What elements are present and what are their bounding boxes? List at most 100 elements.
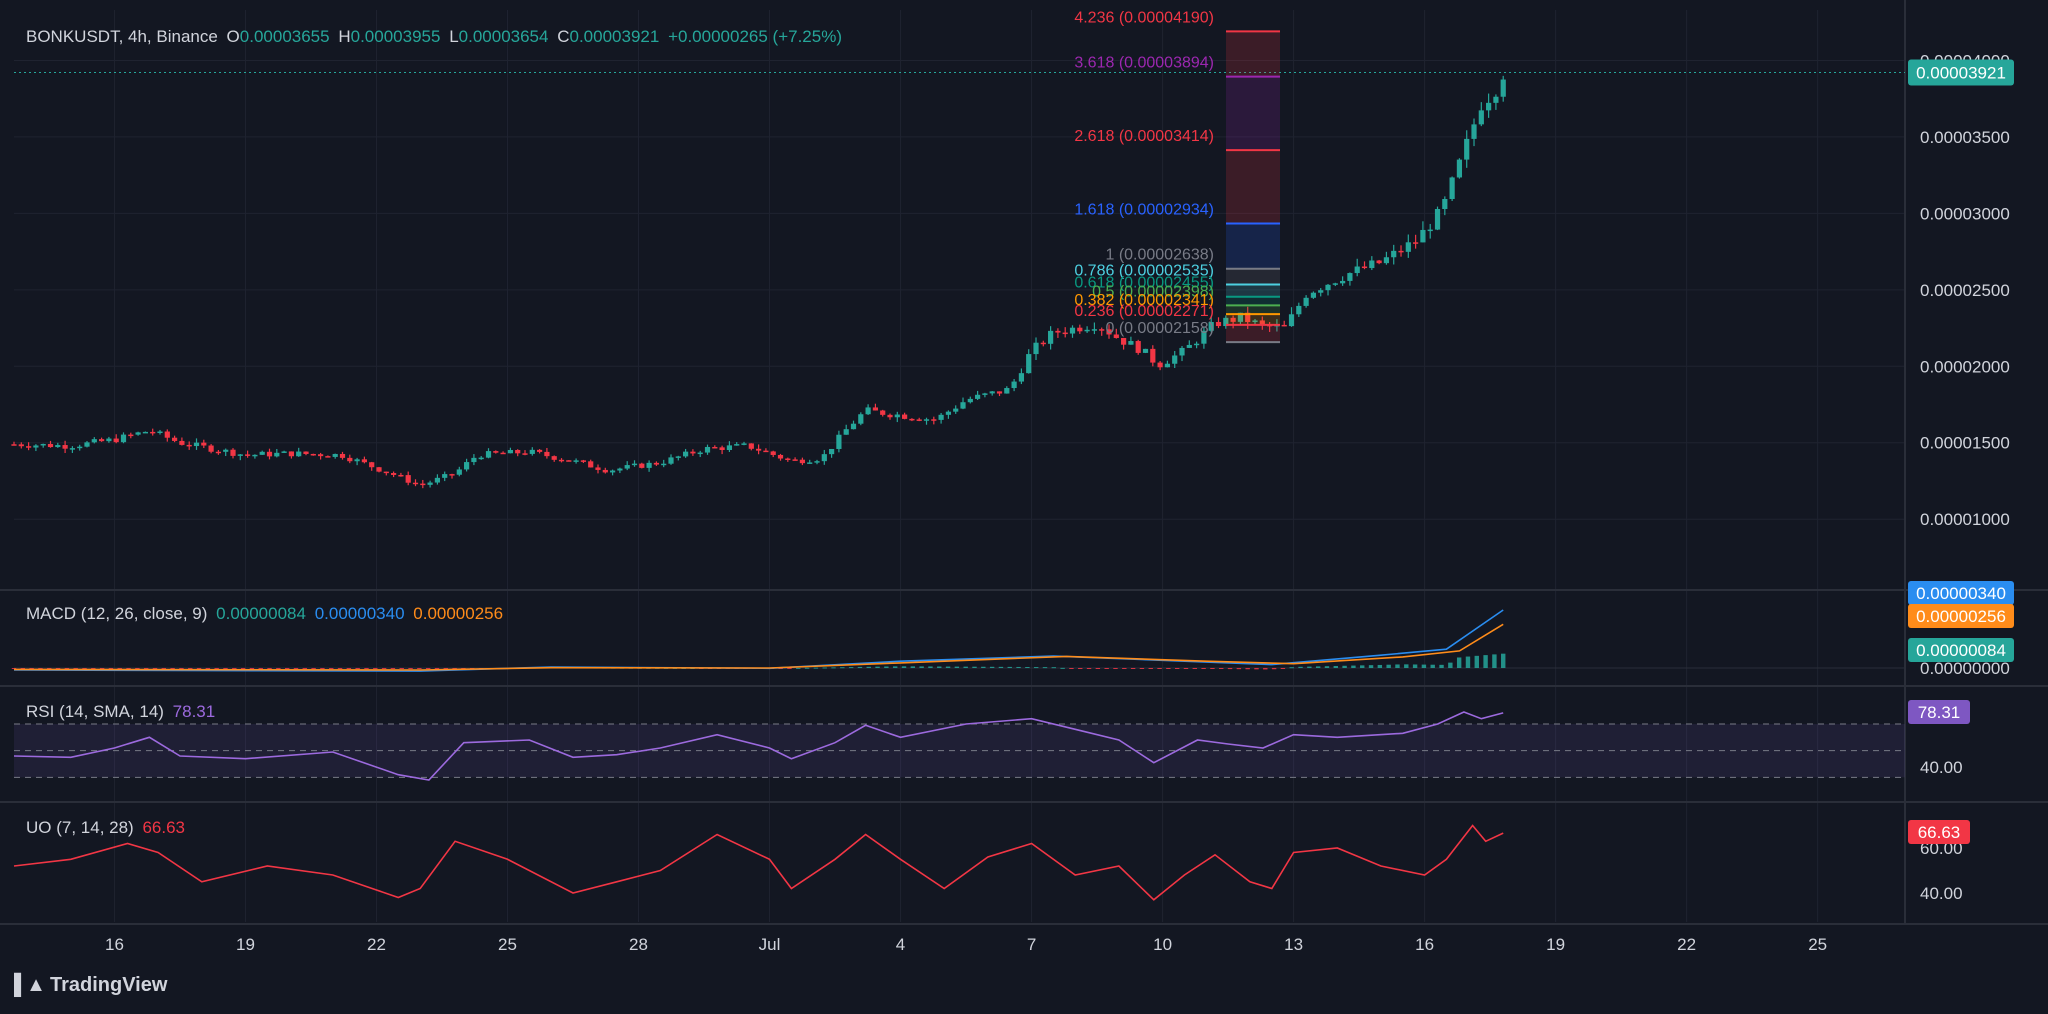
candle-body <box>186 444 192 447</box>
macd-histogram-bar <box>1289 667 1294 669</box>
candle-body <box>617 468 623 471</box>
candle-body <box>1288 314 1295 327</box>
candle-body <box>909 418 915 421</box>
macd-histogram-bar <box>1245 668 1250 670</box>
macd-histogram-bar <box>284 668 290 669</box>
macd-histogram-bar <box>408 668 413 670</box>
macd-histogram-bar <box>1263 668 1268 670</box>
candle-body <box>653 462 660 465</box>
candle-body <box>945 411 952 415</box>
candle-body <box>434 477 441 483</box>
candle-body <box>18 444 24 447</box>
candle-body <box>1500 79 1506 97</box>
high-value: 0.00003955 <box>350 27 441 46</box>
candle-body <box>391 473 397 475</box>
candle-body <box>1157 362 1163 368</box>
macd-histogram-bar <box>425 668 431 669</box>
candle-body <box>1223 317 1229 327</box>
macd-histogram-bar <box>258 668 263 669</box>
candle-body <box>668 457 674 464</box>
candle-body <box>704 446 711 453</box>
macd-histogram-bar <box>875 666 880 668</box>
macd-histogram-bar <box>320 668 325 669</box>
macd-histogram-bar <box>1086 668 1092 669</box>
fib-level-label: 0.236 (0.00002271) <box>1074 303 1214 320</box>
macd-histogram-bar <box>937 666 942 668</box>
rsi-value: 78.31 <box>172 702 216 721</box>
macd-histogram-bar <box>866 666 871 668</box>
macd-badge <box>1908 581 2014 605</box>
close-label: C <box>557 27 570 46</box>
high-label: H <box>338 27 351 46</box>
candle-body <box>850 423 857 430</box>
candle-body <box>1354 266 1360 274</box>
close-value: 0.00003921 <box>569 27 660 46</box>
candle-body <box>1113 334 1119 338</box>
fib-level-label: 0.786 (0.00002535) <box>1074 262 1214 279</box>
macd-histogram-bar <box>302 668 307 669</box>
macd-histogram-bar <box>1104 668 1109 669</box>
macd-signal-line <box>13 623 1504 671</box>
candle-body <box>1325 284 1331 291</box>
fib-zone <box>1226 268 1280 285</box>
macd-histogram-bar <box>1377 664 1383 668</box>
candle-body <box>1179 347 1185 356</box>
candle-body <box>288 451 295 457</box>
candle-body <box>1369 260 1375 269</box>
candle-body <box>1245 312 1251 323</box>
candle-body <box>1048 330 1054 344</box>
candle-body <box>1084 329 1090 332</box>
macd-histogram-bar <box>1033 667 1039 669</box>
uo-line <box>13 824 1504 901</box>
candle-body <box>551 456 557 460</box>
macd-histogram-bar <box>1360 665 1365 668</box>
candle-body <box>916 419 922 421</box>
macd-histogram-bar <box>1148 668 1153 669</box>
candle-body <box>201 442 207 446</box>
uo-label[interactable]: UO (7, 14, 28) <box>26 818 134 837</box>
symbol-title[interactable]: BONKUSDT, 4h, Binance <box>26 27 218 46</box>
macd-histogram-bar <box>1210 668 1215 669</box>
candle-body <box>354 459 360 462</box>
tradingview-logo[interactable]: ▌▲ TradingView <box>14 974 167 997</box>
candle-body <box>1405 242 1411 252</box>
fib-level-label: 0.618 (0.00002455) <box>1074 275 1214 292</box>
x-tick-label: 16 <box>1415 935 1434 954</box>
fib-level-label: 2.618 (0.00003414) <box>1074 128 1214 145</box>
candle-body <box>902 414 908 419</box>
macd-histogram-bar <box>135 668 140 669</box>
macd-histogram-bar <box>223 668 228 669</box>
macd-histogram-bar <box>1456 657 1462 668</box>
candle-body <box>960 402 966 409</box>
candle-body <box>1091 329 1098 331</box>
price-tick-label: 0.00002000 <box>1920 357 2010 376</box>
symbol-legend: BONKUSDT, 4h, Binance O0.00003655 H0.000… <box>26 27 846 47</box>
candle-body <box>303 451 309 454</box>
candle-body <box>449 474 455 476</box>
candle-body <box>347 457 353 462</box>
candle-body <box>865 407 871 415</box>
macd-badge-text: 0.00000256 <box>1916 607 2006 626</box>
candle-body <box>252 454 258 457</box>
candle-body <box>500 452 506 455</box>
candle-body <box>646 462 652 468</box>
macd-histogram-bar <box>381 668 387 669</box>
macd-histogram-bar <box>981 666 986 668</box>
candle-body <box>478 457 484 460</box>
macd-histogram-bar <box>1236 668 1242 670</box>
candle-body <box>1215 322 1222 327</box>
macd-histogram-bar <box>249 668 255 669</box>
macd-histogram-bar <box>804 667 810 669</box>
macd-label[interactable]: MACD (12, 26, close, 9) <box>26 604 208 623</box>
candle-body <box>1383 257 1390 264</box>
macd-hist-value: 0.00000084 <box>216 604 306 623</box>
candle-body <box>128 434 134 437</box>
macd-histogram-bar <box>1351 665 1356 668</box>
candle-body <box>412 482 419 485</box>
candle-body <box>923 419 930 421</box>
macd-histogram-bar <box>1474 655 1479 668</box>
candle-body <box>325 456 331 458</box>
macd-histogram-bar <box>1421 664 1427 668</box>
rsi-label[interactable]: RSI (14, SMA, 14) <box>26 702 164 721</box>
